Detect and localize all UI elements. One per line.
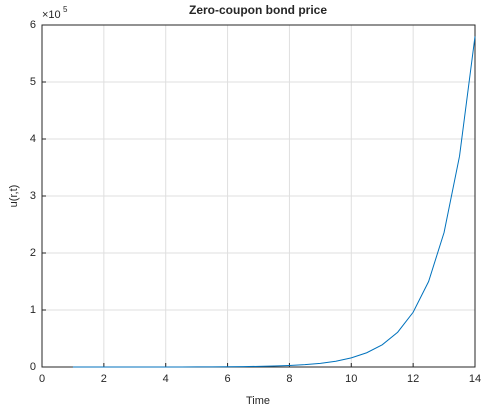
y-axis-label: u(r,t): [8, 185, 20, 208]
y-tick-label: 4: [30, 133, 36, 145]
x-axis-label: Time: [246, 395, 270, 407]
y-multiplier: ×10: [42, 9, 61, 21]
chart-title: Zero-coupon bond price: [189, 3, 327, 17]
y-exponent: 5: [63, 5, 68, 14]
x-tick-label: 14: [469, 373, 481, 385]
y-tick-label: 5: [30, 76, 36, 88]
y-tick-label: 1: [30, 304, 36, 316]
x-tick-label: 0: [39, 373, 45, 385]
x-tick-label: 2: [101, 373, 107, 385]
plot-frame: [41, 24, 476, 368]
y-tick-label: 2: [30, 247, 36, 259]
x-tick-label: 12: [407, 373, 419, 385]
x-tick-label: 4: [163, 373, 169, 385]
y-tick-label: 3: [30, 190, 36, 202]
x-tick-label: 6: [225, 373, 231, 385]
y-tick-label: 6: [30, 19, 36, 31]
line-series: [72, 36, 476, 368]
x-tick-label: 10: [345, 373, 357, 385]
y-tick-label: 0: [30, 361, 36, 373]
x-tick-label: 8: [286, 373, 292, 385]
